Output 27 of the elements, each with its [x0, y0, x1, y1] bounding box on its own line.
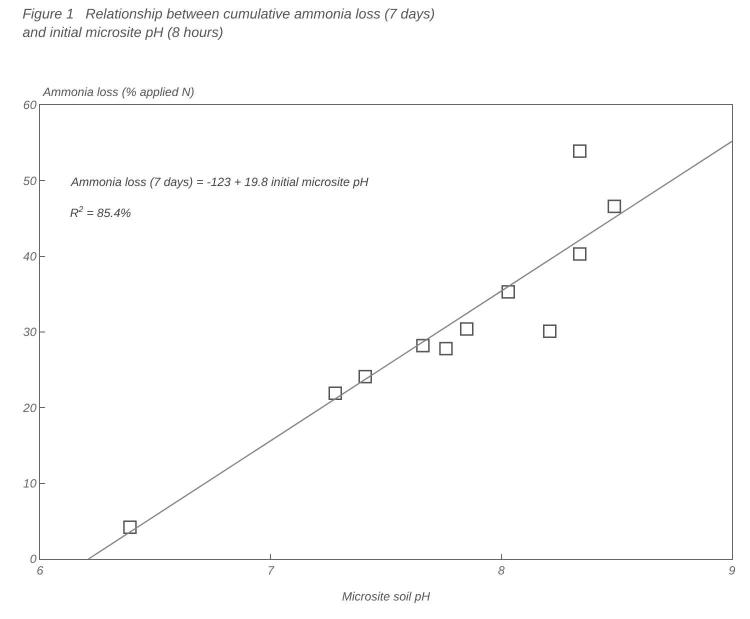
point	[502, 285, 515, 299]
annotation: Ammonia loss (7 days) = -123 + 19.8 initial microsite pH	[70, 175, 369, 189]
x-tick-label: 9	[728, 564, 736, 578]
y-tick-label: 20	[22, 400, 37, 415]
y-tick-label: 0	[30, 552, 37, 566]
point	[573, 144, 587, 158]
point	[358, 370, 372, 384]
y-tick-label: 10	[23, 476, 37, 491]
x-tick-label: 7	[267, 564, 276, 578]
point	[460, 322, 474, 336]
y-tick-label: 60	[23, 98, 37, 112]
x-axis-title: Microsite soil pH	[342, 589, 430, 604]
point	[328, 386, 342, 400]
annotation: R$^{2}$ = 85.4%	[70, 204, 132, 220]
point	[439, 342, 453, 356]
point	[123, 520, 137, 534]
point	[573, 247, 587, 261]
x-tick-label: 8	[498, 564, 505, 578]
chart-title: Figure 1 Relationship between cumulative ammonia loss (7 days) and initial microsite pH (8 hours)	[22, 6, 435, 40]
y-tick-label: 40	[23, 250, 37, 264]
point	[416, 338, 430, 352]
y-axis-title: Ammonia loss (% applied N)	[42, 85, 194, 99]
y-tick-label: 50	[23, 174, 37, 188]
point	[543, 324, 557, 338]
x-tick-label: 6	[36, 564, 44, 578]
point	[608, 200, 622, 214]
y-tick-label: 30	[23, 325, 37, 340]
